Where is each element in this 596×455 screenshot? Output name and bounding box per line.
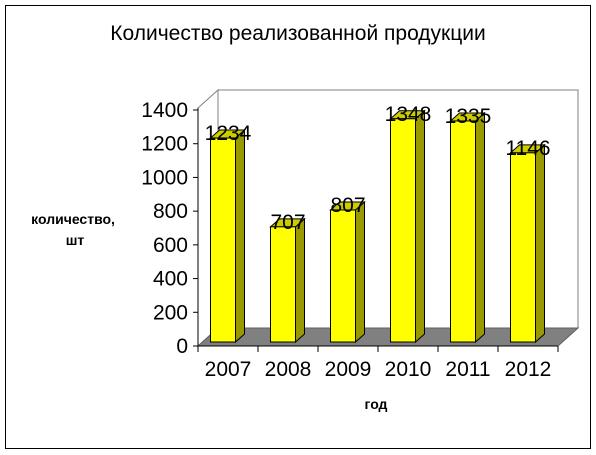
y-tick-label: 400: [153, 268, 188, 291]
y-axis-title-line-2: шт: [66, 232, 85, 248]
bar-side: [235, 128, 245, 344]
x-tick-label: 2009: [325, 358, 372, 381]
x-tick-label: 2012: [505, 358, 552, 381]
data-label: 1146: [505, 137, 550, 160]
bar: [210, 137, 236, 343]
x-axis-title: год: [365, 396, 388, 412]
y-axis-title-line-1: количество,: [31, 211, 115, 227]
bar: [510, 152, 536, 343]
y-tick-label: 1400: [141, 99, 188, 122]
y-tick-label: 600: [153, 234, 188, 257]
y-tick-label: 1000: [141, 166, 188, 189]
x-tick-label: 2011: [445, 358, 490, 381]
y-tick-label: 1200: [141, 133, 188, 156]
y-axis-title: количество, шт: [31, 211, 119, 248]
plot-area: 0 200 400 600 800 1000 1200 1400 2007 1234 2008 707…: [141, 88, 580, 381]
bar-side: [535, 143, 545, 344]
data-label: 1348: [385, 103, 432, 126]
data-label: 1335: [445, 105, 492, 128]
bar-side: [355, 200, 365, 344]
data-label: 707: [270, 211, 305, 234]
data-label: 807: [330, 194, 365, 217]
bar-side: [415, 109, 425, 344]
bar: [450, 120, 476, 343]
bar-side: [475, 111, 485, 344]
x-tick-label: 2007: [205, 358, 252, 381]
bar: [390, 118, 416, 343]
x-tick-label: 2010: [385, 358, 432, 381]
y-tick-label: 800: [153, 200, 188, 223]
y-tick-label: 0: [176, 335, 188, 358]
bar: [330, 209, 356, 343]
bar: [270, 226, 296, 343]
x-tick-label: 2008: [265, 358, 312, 381]
data-label: 1234: [205, 122, 252, 145]
chart-title: Количество реализованной продукции: [110, 22, 485, 45]
y-tick-label: 200: [153, 301, 188, 324]
bar-side: [295, 217, 305, 344]
